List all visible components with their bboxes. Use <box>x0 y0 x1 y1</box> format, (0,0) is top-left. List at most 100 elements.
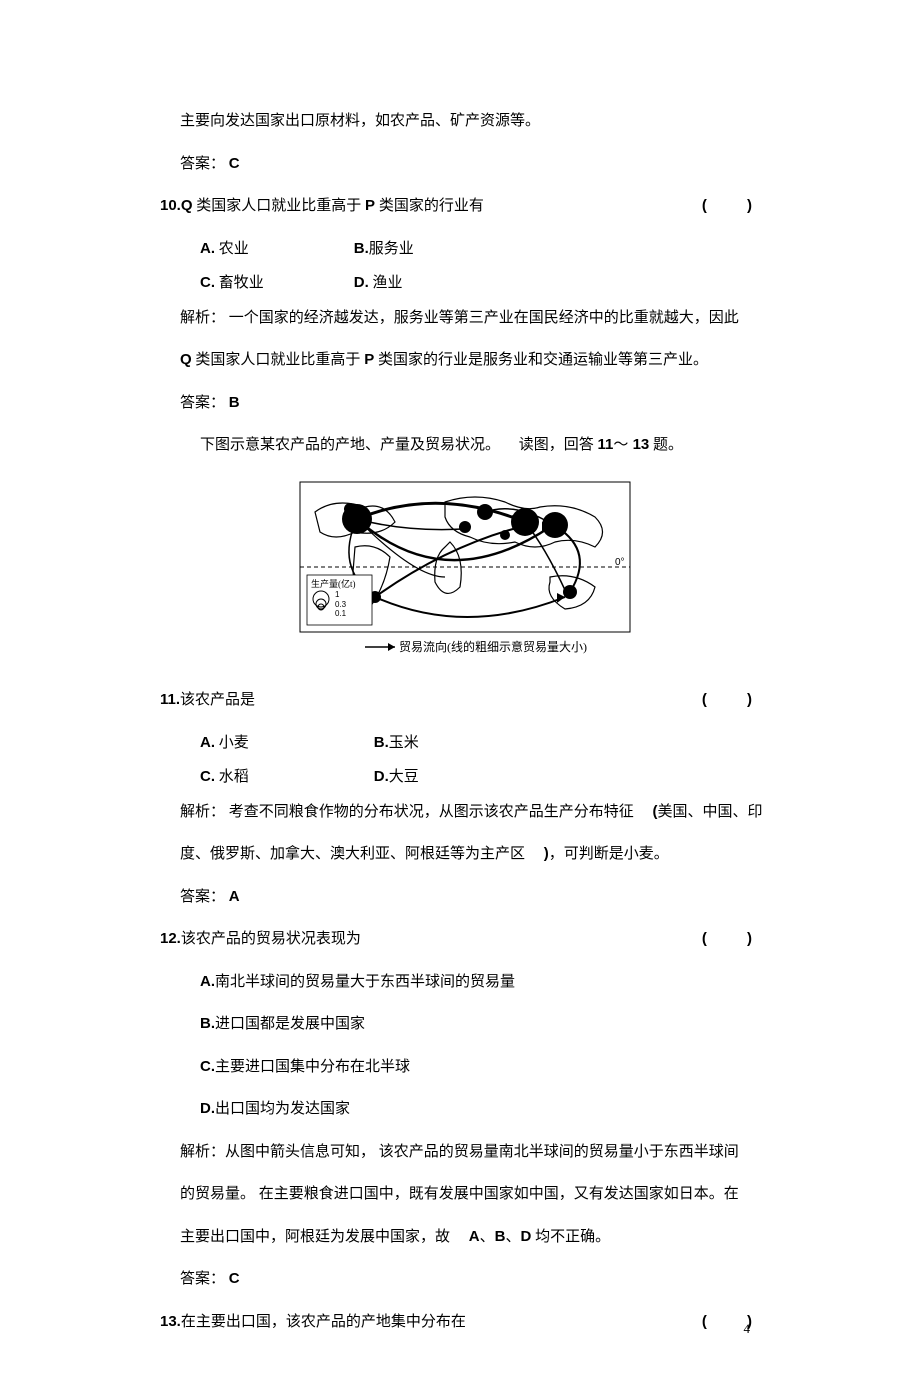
text: 类国家人口就业比重高于 <box>193 198 366 214</box>
trade-map-figure: 生产量(亿t) 1 0.3 0.1 0° 贸易流向(线的粗细示意贸易量大小) <box>160 477 770 665</box>
text: 题。 <box>649 437 683 453</box>
option-text: 主要进口国集中分布在北半球 <box>215 1059 410 1075</box>
q11-stem: 11.该农产品是 ( ) <box>160 689 770 712</box>
answer-letter: C <box>229 1270 240 1287</box>
option-tag: A. <box>200 734 215 751</box>
answer-letter: C <box>229 155 240 172</box>
option-d: D.出口国均为发达国家 <box>160 1098 770 1121</box>
text: A <box>469 1228 480 1245</box>
option-tag: B. <box>200 1015 215 1032</box>
world-map-icon: 生产量(亿t) 1 0.3 0.1 0° 贸易流向(线的粗细示意贸易量大小) <box>295 477 635 657</box>
option-tag: C. <box>200 768 215 785</box>
option-tag: C. <box>200 274 215 291</box>
q10-explain-1: 解析： 一个国家的经济越发达，服务业等第三产业在国民经济中的比重就越大，因此 <box>160 307 770 330</box>
text: 在主要出口国，该农产品的产地集中分布在 <box>181 1314 466 1330</box>
text: ，可判断是小麦。 <box>549 846 669 862</box>
svg-text:0.1: 0.1 <box>335 609 347 618</box>
answer-label: 答案： <box>180 889 225 905</box>
answer-blank: ( ) <box>702 689 770 712</box>
text: 均不正确。 <box>531 1229 610 1245</box>
option-a: A. 小麦 <box>200 732 370 755</box>
q10-number: 10. <box>160 197 181 214</box>
map-caption: 贸易流向(线的粗细示意贸易量大小) <box>399 639 587 654</box>
page: 主要向发达国家出口原材料，如农产品、矿产资源等。 答案： C 10. Q 类国家人… <box>0 0 920 1393</box>
equator-label: 0° <box>615 557 625 568</box>
text: P <box>365 197 375 214</box>
text: 该农产品的贸易状况表现为 <box>181 931 361 947</box>
text: 、 <box>505 1229 520 1245</box>
legend-title: 生产量(亿t) <box>311 578 356 589</box>
answer-blank: ( ) <box>702 1311 770 1334</box>
q11-number: 11. <box>160 691 180 708</box>
answer-blank: ( ) <box>702 195 770 218</box>
text: B <box>495 1228 506 1245</box>
option-text: 小麦 <box>215 735 249 751</box>
text: 读图，回答 <box>519 437 594 453</box>
q13-number: 13. <box>160 1313 181 1330</box>
text: 度、俄罗斯、加拿大、澳大利亚、阿根廷等为主产区 <box>180 846 525 862</box>
q12-explain-3: 主要出口国中，阿根廷为发展中国家，故 A、B、D 均不正确。 <box>160 1226 770 1249</box>
text: Q <box>180 351 192 368</box>
pre-paragraph: 主要向发达国家出口原材料，如农产品、矿产资源等。 <box>160 110 770 133</box>
option-c: C.主要进口国集中分布在北半球 <box>160 1056 770 1079</box>
q12-stem: 12.该农产品的贸易状况表现为 ( ) <box>160 928 770 951</box>
text: 类国家的行业是服务业和交通运输业等第三产业。 <box>374 352 708 368</box>
q11-explain-1: 解析： 考查不同粮食作物的分布状况，从图示该农产品生产分布特征 (美国、中国、印 <box>160 801 770 824</box>
option-b: B.玉米 <box>374 732 524 755</box>
option-d: D. 渔业 <box>354 272 504 295</box>
q10-answer: 答案： B <box>160 392 770 415</box>
q11-options-row1: A. 小麦 B.玉米 <box>160 732 770 755</box>
q10-explain-2: Q 类国家人口就业比重高于 P 类国家的行业是服务业和交通运输业等第三产业。 <box>160 349 770 372</box>
pre-answer: 答案： C <box>160 153 770 176</box>
text: 解析： 考查不同粮食作物的分布状况，从图示该农产品生产分布特征 <box>180 804 634 820</box>
option-b: B.进口国都是发展中国家 <box>160 1013 770 1036</box>
option-tag: D. <box>374 768 389 785</box>
option-text: 农业 <box>215 241 249 257</box>
q12-number: 12. <box>160 930 181 947</box>
text: 、 <box>480 1229 495 1245</box>
option-c: C. 水稻 <box>200 766 370 789</box>
option-tag: D. <box>200 1100 215 1117</box>
text: 11 <box>598 436 614 453</box>
option-text: 南北半球间的贸易量大于东西半球间的贸易量 <box>215 974 515 990</box>
answer-label: 答案： <box>180 1271 225 1287</box>
q12-explain-1: 解析：从图中箭头信息可知， 该农产品的贸易量南北半球间的贸易量小于东西半球间 <box>160 1141 770 1164</box>
option-d: D.大豆 <box>374 766 524 789</box>
text: P <box>364 351 374 368</box>
q10-options-row1: A. 农业 B.服务业 <box>160 238 770 261</box>
q12-explain-2: 的贸易量。 在主要粮食进口国中，既有发展中国家如中国，又有发达国家如日本。在 <box>160 1183 770 1206</box>
option-a: A.南北半球间的贸易量大于东西半球间的贸易量 <box>160 971 770 994</box>
svg-text:1: 1 <box>335 590 340 599</box>
option-tag: A. <box>200 240 215 257</box>
text: 下图示意某农产品的产地、产量及贸易状况。 <box>200 437 500 453</box>
option-text: 进口国都是发展中国家 <box>215 1016 365 1032</box>
text: 类国家人口就业比重高于 <box>192 352 365 368</box>
q11-answer: 答案： A <box>160 886 770 909</box>
answer-letter: B <box>229 394 240 411</box>
option-c: C. 畜牧业 <box>200 272 350 295</box>
text: 类国家的行业有 <box>375 198 484 214</box>
option-a: A. 农业 <box>200 238 350 261</box>
answer-blank: ( ) <box>702 928 770 951</box>
page-number: 4 <box>744 1319 751 1339</box>
group-intro: 下图示意某农产品的产地、产量及贸易状况。 读图，回答 11～ 13 题。 <box>160 434 770 457</box>
text: ～ <box>613 437 628 453</box>
q13-stem: 13.在主要出口国，该农产品的产地集中分布在 ( ) <box>160 1311 770 1334</box>
option-text: 畜牧业 <box>215 275 264 291</box>
option-text: 水稻 <box>215 769 249 785</box>
option-tag: D. <box>354 274 369 291</box>
answer-label: 答案： <box>180 156 225 172</box>
text: 美国、中国、印 <box>658 804 763 820</box>
option-text: 出口国均为发达国家 <box>215 1101 350 1117</box>
option-tag: B. <box>354 240 369 257</box>
text: D <box>520 1228 531 1245</box>
text: 13 <box>628 436 649 453</box>
answer-letter: A <box>229 888 240 905</box>
answer-label: 答案： <box>180 395 225 411</box>
q12-answer: 答案： C <box>160 1268 770 1291</box>
option-text: 玉米 <box>389 735 419 751</box>
q10-options-row2: C. 畜牧业 D. 渔业 <box>160 272 770 295</box>
option-b: B.服务业 <box>354 238 504 261</box>
option-text: 大豆 <box>389 769 419 785</box>
svg-text:0.3: 0.3 <box>335 600 347 609</box>
